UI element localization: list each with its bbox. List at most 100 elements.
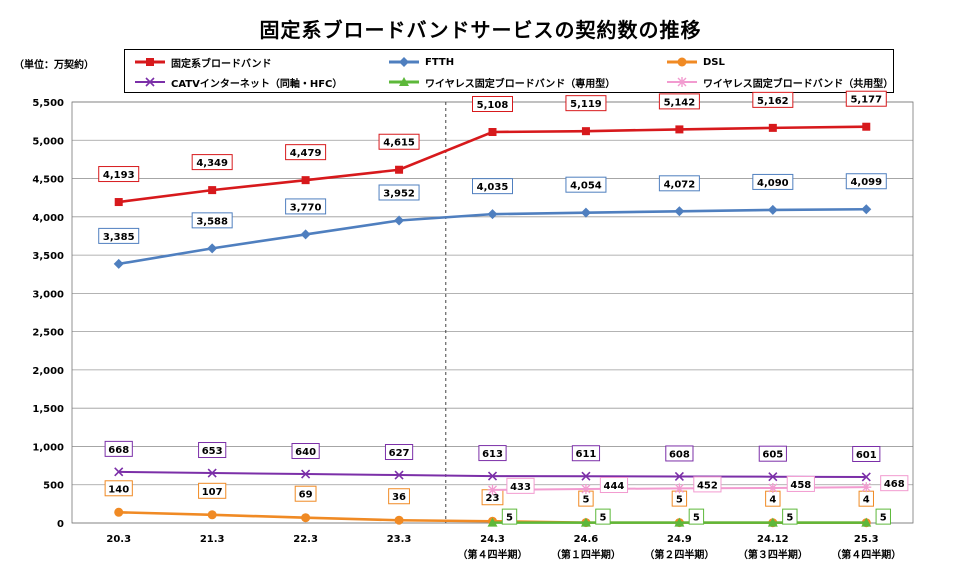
data-point bbox=[767, 482, 778, 493]
data-label: 5,119 bbox=[570, 99, 602, 110]
data-point bbox=[300, 229, 311, 240]
data-label: 468 bbox=[884, 479, 905, 490]
data-label-box bbox=[191, 212, 233, 229]
y-tick-label: 0 bbox=[57, 519, 64, 530]
y-tick-label: 1,500 bbox=[32, 404, 64, 415]
data-label: 5,142 bbox=[664, 97, 696, 108]
data-label: 23 bbox=[486, 493, 500, 504]
data-label: 107 bbox=[202, 487, 223, 498]
data-label: 5,177 bbox=[850, 95, 882, 106]
data-label-box bbox=[294, 485, 317, 502]
data-point bbox=[768, 123, 777, 132]
data-point bbox=[675, 125, 684, 134]
data-label: 3,952 bbox=[383, 188, 415, 199]
data-label-box bbox=[472, 178, 513, 195]
data-label: 5 bbox=[880, 513, 887, 524]
data-label-box bbox=[845, 90, 887, 107]
chart-title: 固定系ブロードバンドサービスの契約数の推移 bbox=[259, 18, 702, 42]
data-label: 627 bbox=[389, 448, 410, 459]
data-label-box bbox=[786, 475, 815, 492]
data-label: 608 bbox=[669, 449, 690, 460]
data-point bbox=[581, 127, 590, 136]
legend-item-ftth: FTTH bbox=[387, 53, 454, 71]
legend-marker-diamond-icon bbox=[389, 57, 419, 67]
data-label: 640 bbox=[295, 447, 316, 458]
data-label-box bbox=[875, 508, 891, 525]
legend-label: 固定系ブロードバンド bbox=[171, 58, 272, 70]
data-point bbox=[394, 215, 405, 226]
x-tick-sublabel: （第２四半期） bbox=[644, 548, 714, 561]
data-label: 5 bbox=[582, 495, 589, 506]
data-label: 4,349 bbox=[196, 158, 228, 169]
data-label-box bbox=[104, 480, 133, 497]
data-label-box bbox=[880, 475, 909, 492]
data-label: 69 bbox=[299, 490, 313, 501]
data-label-box bbox=[665, 445, 694, 462]
legend-item-wireless-dedicated: ワイヤレス固定ブロードバンド（専用型） bbox=[387, 73, 615, 91]
y-tick-label: 3,500 bbox=[32, 251, 64, 262]
data-label: 452 bbox=[697, 480, 718, 491]
y-tick-label: 1,000 bbox=[32, 442, 64, 453]
legend-item-wireless-shared: ワイヤレス固定ブロードバンド（共用型） bbox=[665, 73, 893, 91]
data-point bbox=[674, 471, 684, 482]
data-label: 4,193 bbox=[103, 170, 135, 181]
legend-label: DSL bbox=[703, 56, 725, 68]
y-tick-label: 500 bbox=[43, 481, 64, 492]
data-label-box bbox=[285, 144, 327, 161]
data-label: 5 bbox=[599, 513, 606, 524]
data-label-box bbox=[752, 173, 794, 190]
data-label: 3,385 bbox=[103, 232, 135, 243]
data-label: 5 bbox=[786, 513, 793, 524]
data-label-box bbox=[845, 173, 887, 190]
data-label-box bbox=[378, 133, 420, 150]
data-label-box bbox=[658, 175, 700, 192]
legend-marker-triangle-icon bbox=[389, 77, 419, 86]
data-point bbox=[487, 209, 498, 220]
data-point bbox=[394, 470, 404, 480]
unit-label: （単位：万契約） bbox=[14, 60, 94, 71]
data-point bbox=[767, 517, 778, 527]
data-point bbox=[767, 204, 778, 215]
data-label: 4,072 bbox=[664, 179, 696, 190]
data-label-box bbox=[565, 95, 607, 112]
data-point bbox=[861, 204, 872, 215]
data-label-box bbox=[599, 477, 629, 494]
data-point bbox=[207, 243, 218, 254]
data-label-box bbox=[565, 176, 607, 193]
data-point bbox=[861, 472, 871, 482]
data-label: 3,588 bbox=[196, 216, 228, 227]
x-tick-sublabel: （第３四半期） bbox=[738, 548, 808, 561]
data-label-box bbox=[501, 508, 518, 525]
data-point bbox=[861, 482, 872, 493]
data-point bbox=[114, 467, 124, 477]
data-label: 4,099 bbox=[850, 177, 882, 188]
data-point bbox=[208, 186, 217, 195]
data-point bbox=[488, 128, 497, 137]
y-tick-label: 5,000 bbox=[32, 136, 64, 147]
data-label: 611 bbox=[576, 449, 597, 460]
legend-label: ワイヤレス固定ブロードバンド（専用型） bbox=[425, 78, 616, 90]
data-label-box bbox=[191, 154, 233, 171]
x-tick-label: 24.9 bbox=[667, 534, 692, 545]
data-point bbox=[674, 483, 685, 494]
data-label-box bbox=[752, 91, 794, 108]
data-label-box bbox=[198, 482, 227, 499]
y-tick-label: 2,500 bbox=[32, 328, 64, 339]
data-label: 444 bbox=[604, 481, 625, 492]
y-tick-label: 4,500 bbox=[32, 175, 64, 186]
data-label-box bbox=[384, 444, 414, 461]
data-label-box bbox=[472, 96, 513, 113]
x-tick-sublabel: （第１四半期） bbox=[551, 548, 621, 561]
data-point bbox=[114, 198, 123, 207]
data-label: 4 bbox=[863, 495, 870, 506]
x-tick-label: 25.3 bbox=[854, 534, 879, 545]
x-tick-label: 24.6 bbox=[574, 534, 599, 545]
data-point bbox=[487, 484, 498, 495]
data-point bbox=[301, 513, 311, 523]
legend-marker-x-icon bbox=[135, 77, 165, 87]
y-tick-label: 4,000 bbox=[32, 213, 64, 224]
data-label: 5 bbox=[693, 513, 700, 524]
data-label-box bbox=[658, 93, 700, 110]
data-label: 3,770 bbox=[290, 202, 322, 213]
